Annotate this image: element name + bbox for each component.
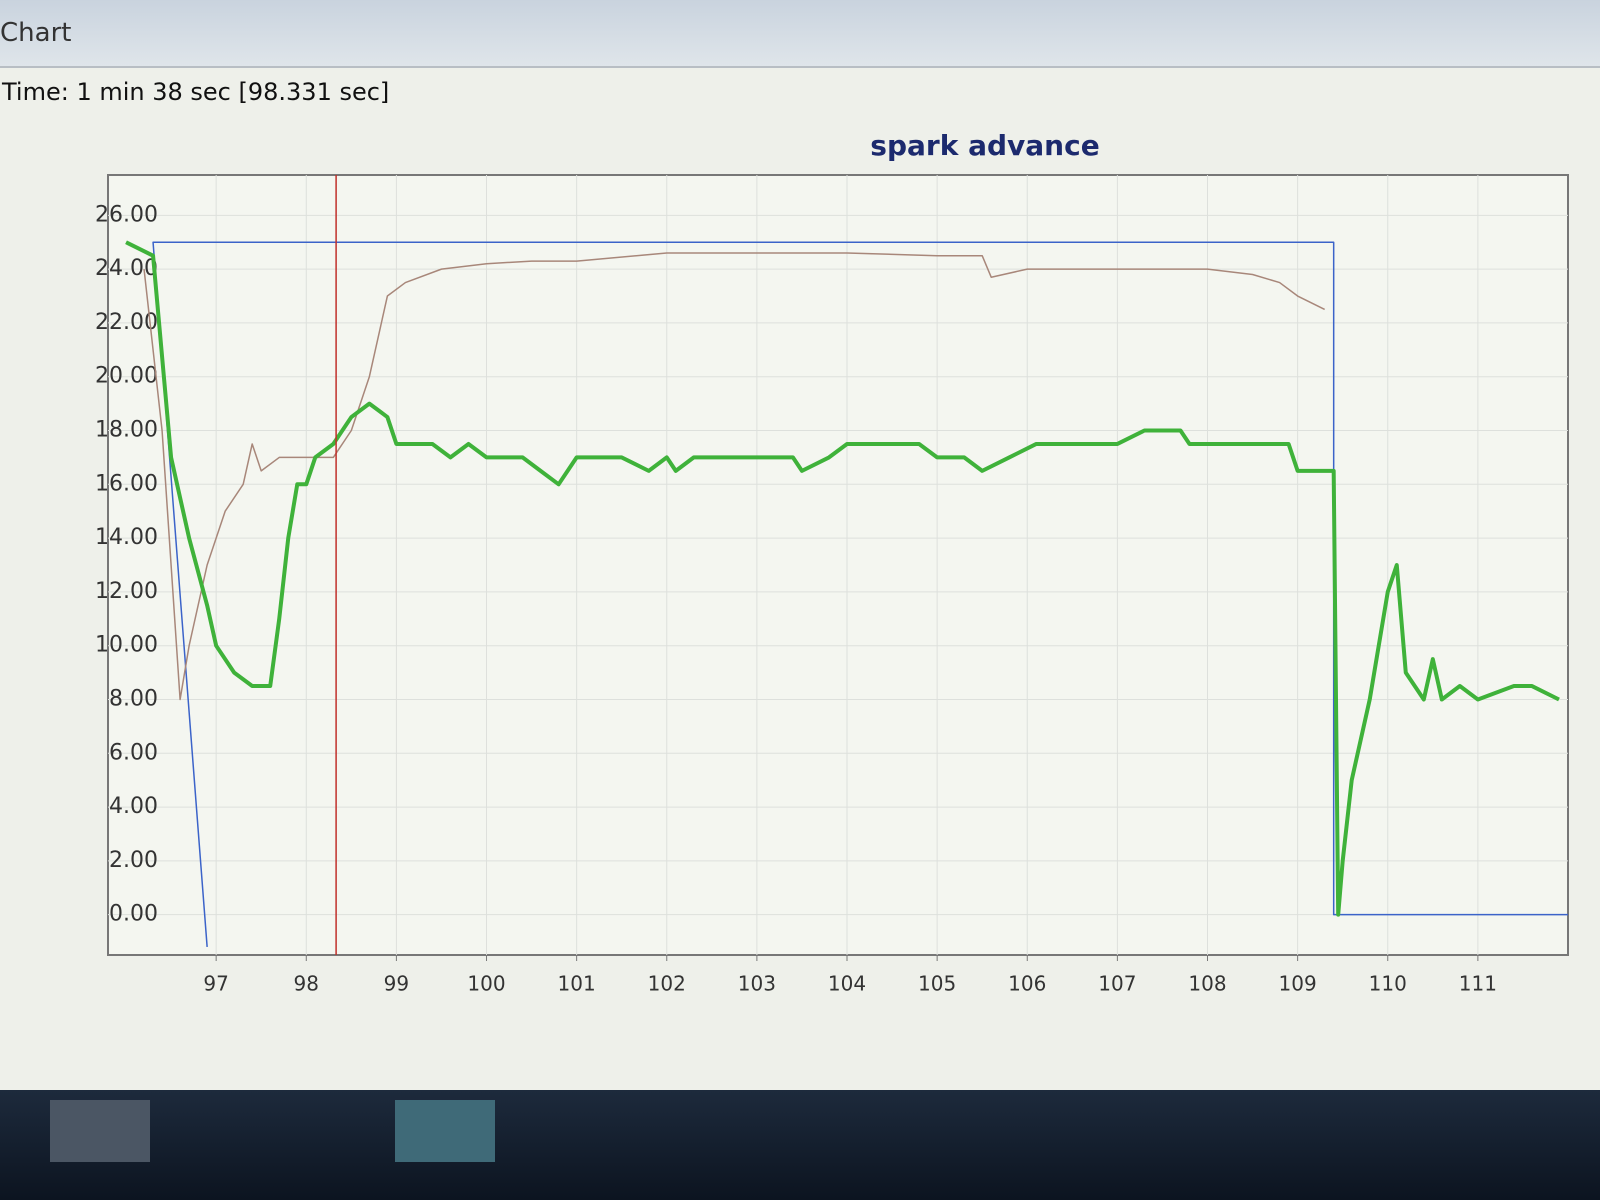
y-tick-label: 4.00 (109, 794, 158, 819)
x-tick-label: 99 (384, 972, 409, 996)
x-tick-label: 104 (828, 972, 866, 996)
window-title: Chart (0, 18, 72, 48)
series-line (143, 252, 1326, 701)
chart: spark advance 0.00 2.00 4.00 6.00 8.00 10.00 1… (95, 129, 1569, 996)
x-tick-label: 108 (1188, 972, 1226, 996)
x-tick-label: 100 (467, 972, 505, 996)
y-tick-label: 12.00 (95, 579, 158, 604)
x-tick-label: 98 (294, 972, 319, 996)
time-label: Time: 1 min 38 sec [98.331 sec] (2, 78, 390, 106)
x-tick-label: 103 (738, 972, 776, 996)
title-bar: Chart (0, 0, 1600, 68)
plot-area (107, 174, 1569, 956)
y-tick-label: 20.00 (95, 364, 158, 389)
x-tick-label: 97 (203, 972, 228, 996)
series-line (125, 240, 1560, 917)
x-tick-label: 106 (1008, 972, 1046, 996)
x-tick-label: 105 (918, 972, 956, 996)
taskbar (0, 1090, 1600, 1200)
y-tick-label: 22.00 (95, 310, 158, 335)
y-tick-label: 18.00 (95, 418, 158, 443)
y-tick-label: 10.00 (95, 633, 158, 658)
y-tick-label: 6.00 (109, 740, 158, 765)
y-tick-label: 14.00 (95, 525, 158, 550)
x-tick-label: 102 (648, 972, 686, 996)
series-line (152, 241, 1568, 947)
y-tick-label: 16.00 (95, 471, 158, 496)
y-tick-label: 26.00 (95, 202, 158, 227)
x-tick-label: 101 (558, 972, 596, 996)
x-tick-label: 109 (1279, 972, 1317, 996)
chart-title: spark advance (870, 129, 1099, 162)
y-tick-label: 8.00 (109, 686, 158, 711)
y-tick-label: 0.00 (109, 902, 158, 927)
x-tick-label: 107 (1098, 972, 1136, 996)
y-tick-label: 2.00 (109, 848, 158, 873)
y-tick-label: 24.00 (95, 256, 158, 281)
taskbar-button[interactable] (50, 1100, 150, 1162)
x-tick-label: 111 (1459, 972, 1497, 996)
x-tick-label: 110 (1369, 972, 1407, 996)
taskbar-button[interactable] (395, 1100, 495, 1162)
